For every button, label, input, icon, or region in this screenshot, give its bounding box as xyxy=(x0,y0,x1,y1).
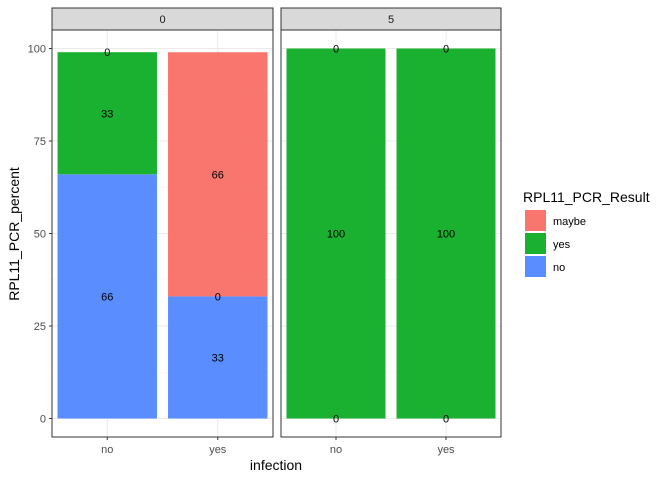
data-label: 66 xyxy=(101,291,113,303)
facet-strip-label: 0 xyxy=(159,14,165,26)
data-label: 0 xyxy=(333,44,339,56)
bar-segment-yes xyxy=(396,48,496,419)
x-tick-label: no xyxy=(101,444,113,456)
data-label: 0 xyxy=(443,414,449,426)
y-axis: 0 25 50 75 100 xyxy=(28,44,52,426)
legend-label: no xyxy=(553,262,565,274)
legend: RPL11_PCR_Result maybe yes no xyxy=(523,189,650,277)
y-tick-label: 25 xyxy=(34,321,46,333)
data-label: 33 xyxy=(101,108,113,120)
data-label: 0 xyxy=(333,414,339,426)
data-label: 0 xyxy=(443,44,449,56)
bar-segment-yes xyxy=(286,48,386,419)
legend-label: yes xyxy=(553,239,571,251)
legend-keys: maybe yes no xyxy=(525,210,586,277)
y-tick-label: 100 xyxy=(28,44,46,56)
legend-key-maybe xyxy=(525,210,546,231)
y-tick-label: 0 xyxy=(40,414,46,426)
facet-panel-0: 0 66 33 0 no 33 0 66 yes xyxy=(51,7,274,456)
x-tick-label: yes xyxy=(437,444,455,456)
legend-key-yes xyxy=(525,233,546,254)
bar-segment-yes xyxy=(57,52,157,175)
bar-stack-yes: 0 100 0 xyxy=(396,44,496,426)
legend-key-no xyxy=(525,256,546,277)
bar-segment-maybe xyxy=(168,52,268,297)
y-tick-label: 75 xyxy=(34,136,46,148)
x-tick-label: no xyxy=(330,444,342,456)
x-axis-title: infection xyxy=(250,457,302,473)
legend-title: RPL11_PCR_Result xyxy=(523,189,650,205)
y-axis-title: RPL11_PCR_percent xyxy=(6,167,22,301)
bar-segment-no xyxy=(57,174,157,419)
data-label: 0 xyxy=(215,291,221,303)
y-tick-label: 50 xyxy=(34,229,46,241)
facet-panel-5: 5 0 100 0 no 0 100 0 yes xyxy=(280,7,502,456)
panel-border xyxy=(280,29,502,438)
data-label: 66 xyxy=(212,169,224,181)
bar-segment-no xyxy=(168,296,268,419)
data-label: 100 xyxy=(327,229,345,241)
x-tick-label: yes xyxy=(209,444,227,456)
bar-stack-no: 0 100 0 xyxy=(286,44,386,426)
facet-strip-label: 5 xyxy=(388,14,394,26)
legend-label: maybe xyxy=(553,216,586,228)
data-label: 33 xyxy=(212,352,224,364)
bar-stack-yes: 33 0 66 xyxy=(168,52,268,419)
bar-stack-no: 66 33 0 xyxy=(57,47,157,419)
facet-panels: 0 66 33 0 no 33 0 66 yes 5 0 100 0 no 0 100 0 yes xyxy=(51,7,502,456)
data-label: 100 xyxy=(437,229,455,241)
data-label: 0 xyxy=(104,47,110,59)
